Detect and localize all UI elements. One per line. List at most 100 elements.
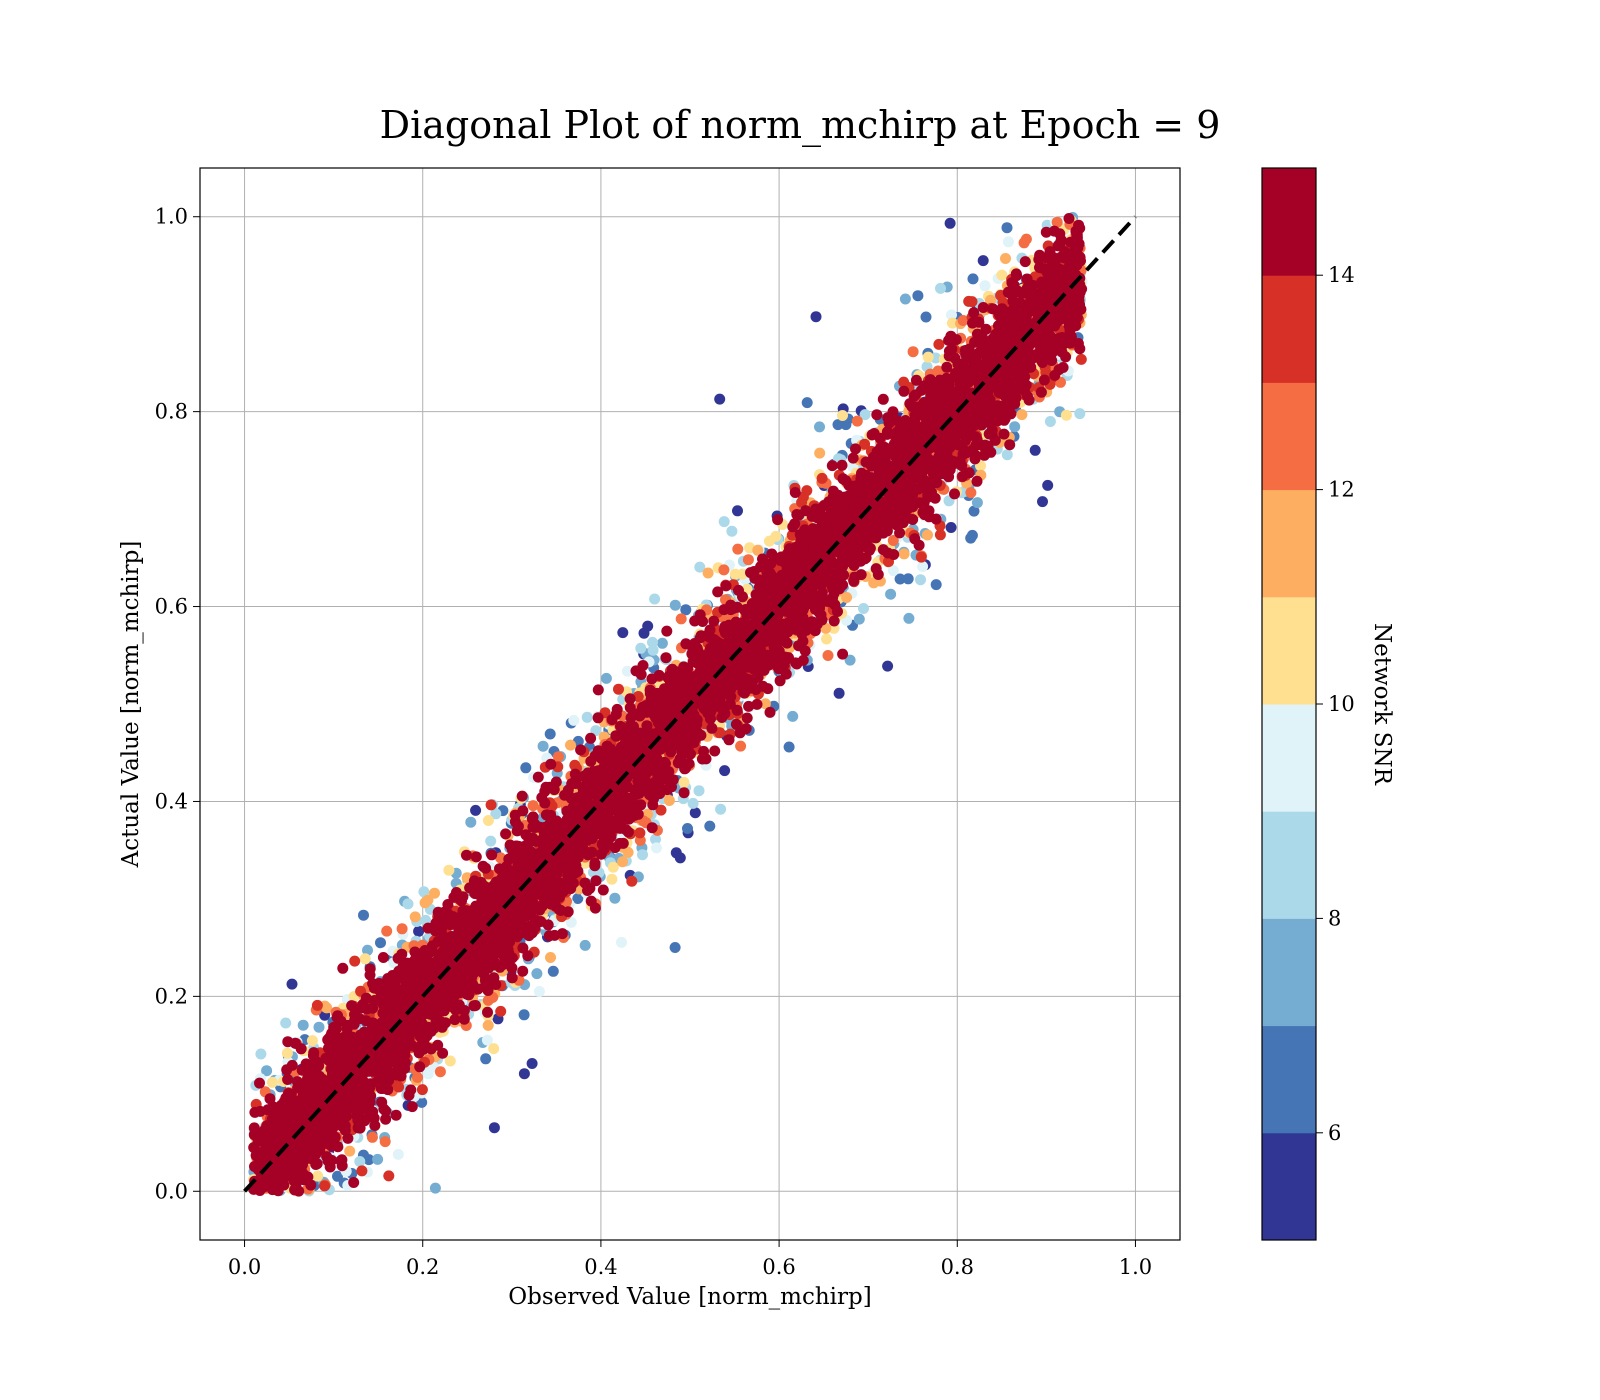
scatter-point [488, 1122, 500, 1134]
scatter-point [719, 765, 731, 777]
scatter-point [495, 852, 507, 864]
scatter-point [915, 574, 926, 586]
scatter-point [383, 1170, 395, 1182]
scatter-point [935, 282, 946, 294]
scatter-point [732, 543, 744, 555]
scatter-point [693, 785, 705, 797]
scatter-point [729, 568, 741, 580]
scatter-point [266, 1076, 278, 1088]
scatter-point [934, 529, 946, 541]
scatter-point [967, 273, 979, 285]
scatter-point [715, 803, 727, 815]
scatter-point [281, 1047, 293, 1059]
scatter-point [348, 1177, 360, 1188]
scatter-point [851, 415, 863, 427]
scatter-point [1042, 479, 1054, 491]
scatter-point [944, 217, 956, 229]
scatter-point [742, 554, 754, 566]
scatter-point [419, 897, 431, 909]
scatter-point [743, 700, 755, 712]
scatter-point [261, 1065, 273, 1077]
scatter-point [518, 1009, 530, 1021]
scatter-point [396, 923, 408, 935]
scatter-point [967, 317, 978, 329]
scatter-point [730, 718, 742, 730]
scatter-point [772, 514, 784, 526]
scatter-point [946, 317, 958, 329]
scatter-point [678, 776, 690, 788]
scatter-point [971, 475, 983, 487]
scatter-point [319, 1180, 331, 1192]
scatter-point [930, 579, 942, 591]
scatter-point [759, 698, 771, 710]
scatter-point [859, 438, 871, 450]
scatter-point [910, 374, 922, 386]
scatter-point [527, 800, 539, 812]
scatter-point [412, 1071, 423, 1083]
scatter-point [1075, 353, 1087, 365]
scatter-point [531, 968, 543, 980]
scatter-point [312, 1170, 324, 1182]
scatter-point [581, 711, 593, 723]
scatter-point [917, 561, 929, 572]
scatter-point [516, 790, 528, 802]
scatter-point [626, 875, 638, 887]
scatter-point [687, 797, 699, 809]
scatter-point [617, 856, 628, 868]
scatter-point [726, 525, 738, 537]
scatter-point [977, 255, 989, 267]
scatter-point [642, 620, 654, 632]
scatter-point [392, 1148, 404, 1160]
scatter-point [966, 529, 978, 541]
scatter-point [1002, 236, 1014, 248]
scatter-point [429, 1182, 441, 1194]
scatter-point [922, 529, 933, 541]
scatter-point [783, 741, 795, 753]
chart-title: Diagonal Plot of norm_mchirp at Epoch = … [380, 103, 1221, 148]
scatter-point [887, 565, 899, 577]
scatter-point [495, 1005, 507, 1017]
scatter-point [481, 1034, 493, 1046]
scatter-point [364, 963, 376, 975]
scatter-point [313, 1021, 325, 1033]
scatter-point [344, 1145, 356, 1157]
scatter-point [526, 1058, 538, 1069]
scatter-point [409, 911, 421, 923]
scatter-point [362, 944, 373, 956]
scatter-point [422, 1068, 434, 1080]
scatter-point [822, 650, 834, 661]
scatter-point [547, 965, 559, 977]
scatter-point [1029, 444, 1041, 456]
scatter-point [413, 925, 425, 937]
scatter-point [332, 1170, 343, 1182]
scatter-point [568, 714, 580, 726]
scatter-point [349, 955, 361, 967]
scatter-point [485, 799, 497, 811]
scatter-point [985, 294, 996, 306]
scatter-point [702, 567, 714, 579]
scatter-point [968, 505, 980, 517]
scatter-point [637, 849, 648, 861]
scatter-point [898, 548, 910, 560]
scatter-point [366, 1131, 378, 1143]
scatter-point [899, 293, 911, 305]
scatter-point [920, 311, 932, 323]
scatter-point [680, 604, 692, 616]
scatter-point [741, 712, 753, 724]
scatter-point [885, 588, 897, 600]
scatter-point [796, 496, 808, 508]
scatter-point [651, 842, 662, 854]
scatter-point [858, 603, 869, 614]
scatter-point [609, 892, 621, 904]
scatter-point [470, 851, 482, 863]
scatter-point [853, 613, 865, 625]
scatter-point [359, 953, 371, 965]
scatter-point [634, 827, 646, 839]
scatter-point [616, 936, 627, 948]
scatter-point [1051, 216, 1063, 228]
scatter-point [600, 672, 612, 684]
scatter-point [646, 822, 658, 834]
scatter-point [810, 311, 822, 323]
scatter-point [763, 535, 775, 547]
scatter-point [971, 497, 983, 509]
